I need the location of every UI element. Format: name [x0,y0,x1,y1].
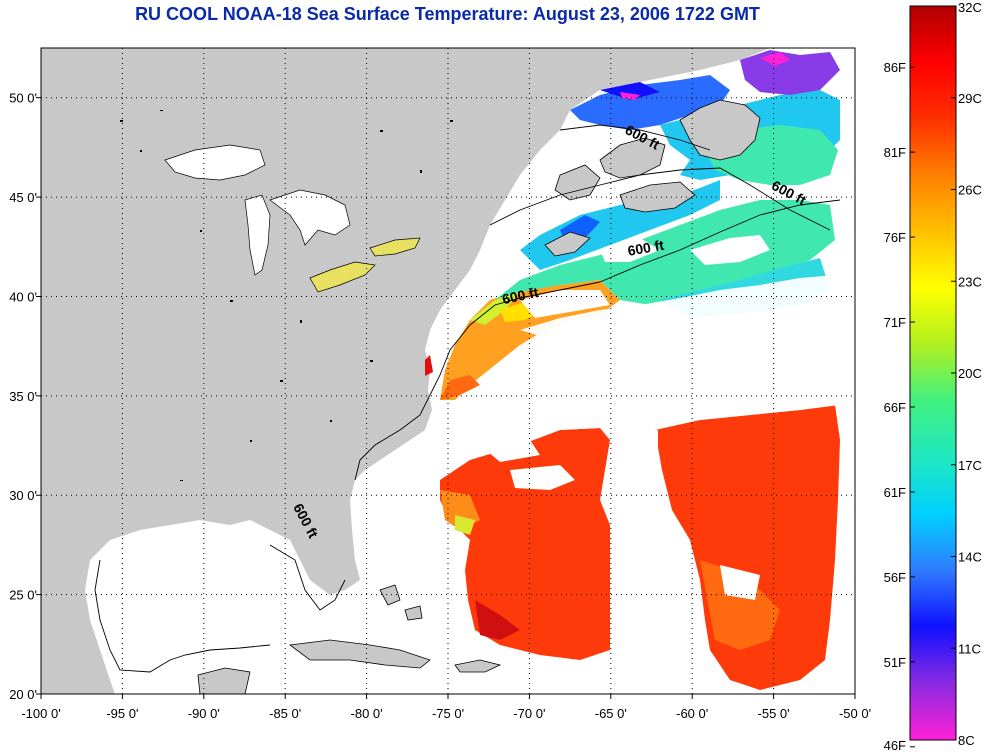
celsius-tick-label: 8C [958,733,975,748]
fahrenheit-tick-label: 46F [884,738,906,753]
fahrenheit-tick-label: 71F [884,315,906,330]
map-gridlines [41,48,855,694]
celsius-tick-label: 29C [958,91,982,106]
lat-tick-label: 40 0' [9,289,37,304]
fahrenheit-tick-label: 56F [884,570,906,585]
lon-tick-label: -50 0' [839,706,871,721]
celsius-tick-label: 11C [958,641,981,656]
lon-tick-label: -90 0' [188,706,220,721]
sst-north-gaps [450,235,840,465]
lat-tick-label: 20 0' [9,687,37,702]
fahrenheit-tick-label: 86F [884,60,906,75]
lon-tick-label: -95 0' [106,706,138,721]
colorbar: 32C 29C 26C 23C 20C 17C 14C 11C 8C 86F 81F 76F 71F 66… [884,0,982,753]
maritime-land [544,99,761,257]
latitude-axis: 20 0' 25 0' 30 0' 35 0' 40 0' 45 0' 50 0' [9,91,41,702]
lat-tick-label: 30 0' [9,488,37,503]
longitude-axis: -100 0' -95 0' -90 0' -85 0' -80 0' -75 0' -70… [21,694,871,721]
island-specks [120,110,453,481]
great-lakes [164,144,421,293]
lat-tick-label: 35 0' [9,389,37,404]
lon-tick-label: -75 0' [432,706,464,721]
fahrenheit-tick-label: 76F [884,230,906,245]
contour-lines [94,124,841,673]
celsius-tick-label: 14C [958,550,982,565]
lon-tick-label: -100 0' [21,706,60,721]
map-title: RU COOL NOAA-18 Sea Surface Temperature:… [135,4,760,24]
contour-label: 600 ft [501,284,540,307]
sst-south-patches [440,405,840,690]
lon-tick-label: -60 0' [676,706,708,721]
lon-tick-label: -85 0' [269,706,301,721]
lon-tick-label: -55 0' [758,706,790,721]
contour-label: 600 ft [626,237,665,259]
fahrenheit-tick-label: 51F [884,655,906,670]
lon-tick-label: -80 0' [351,706,383,721]
colorbar-gradient [909,5,957,741]
colorbar-ticks: 32C 29C 26C 23C 20C 17C 14C 11C 8C 86F 81F 76F 71F 66… [884,0,982,753]
celsius-tick-label: 23C [958,274,982,289]
lat-tick-label: 50 0' [9,91,37,106]
lon-tick-label: -65 0' [595,706,627,721]
fahrenheit-tick-label: 81F [884,145,906,160]
celsius-tick-label: 20C [958,366,982,381]
celsius-tick-label: 17C [958,458,982,473]
sst-south-gaps [480,430,760,690]
caribbean-land [197,584,502,694]
celsius-tick-label: 32C [958,0,982,15]
lat-tick-label: 25 0' [9,588,37,603]
celsius-tick-label: 26C [958,183,982,198]
fahrenheit-tick-label: 66F [884,400,906,415]
lat-tick-label: 45 0' [9,190,37,205]
fahrenheit-tick-label: 61F [884,485,906,500]
lon-tick-label: -70 0' [513,706,545,721]
